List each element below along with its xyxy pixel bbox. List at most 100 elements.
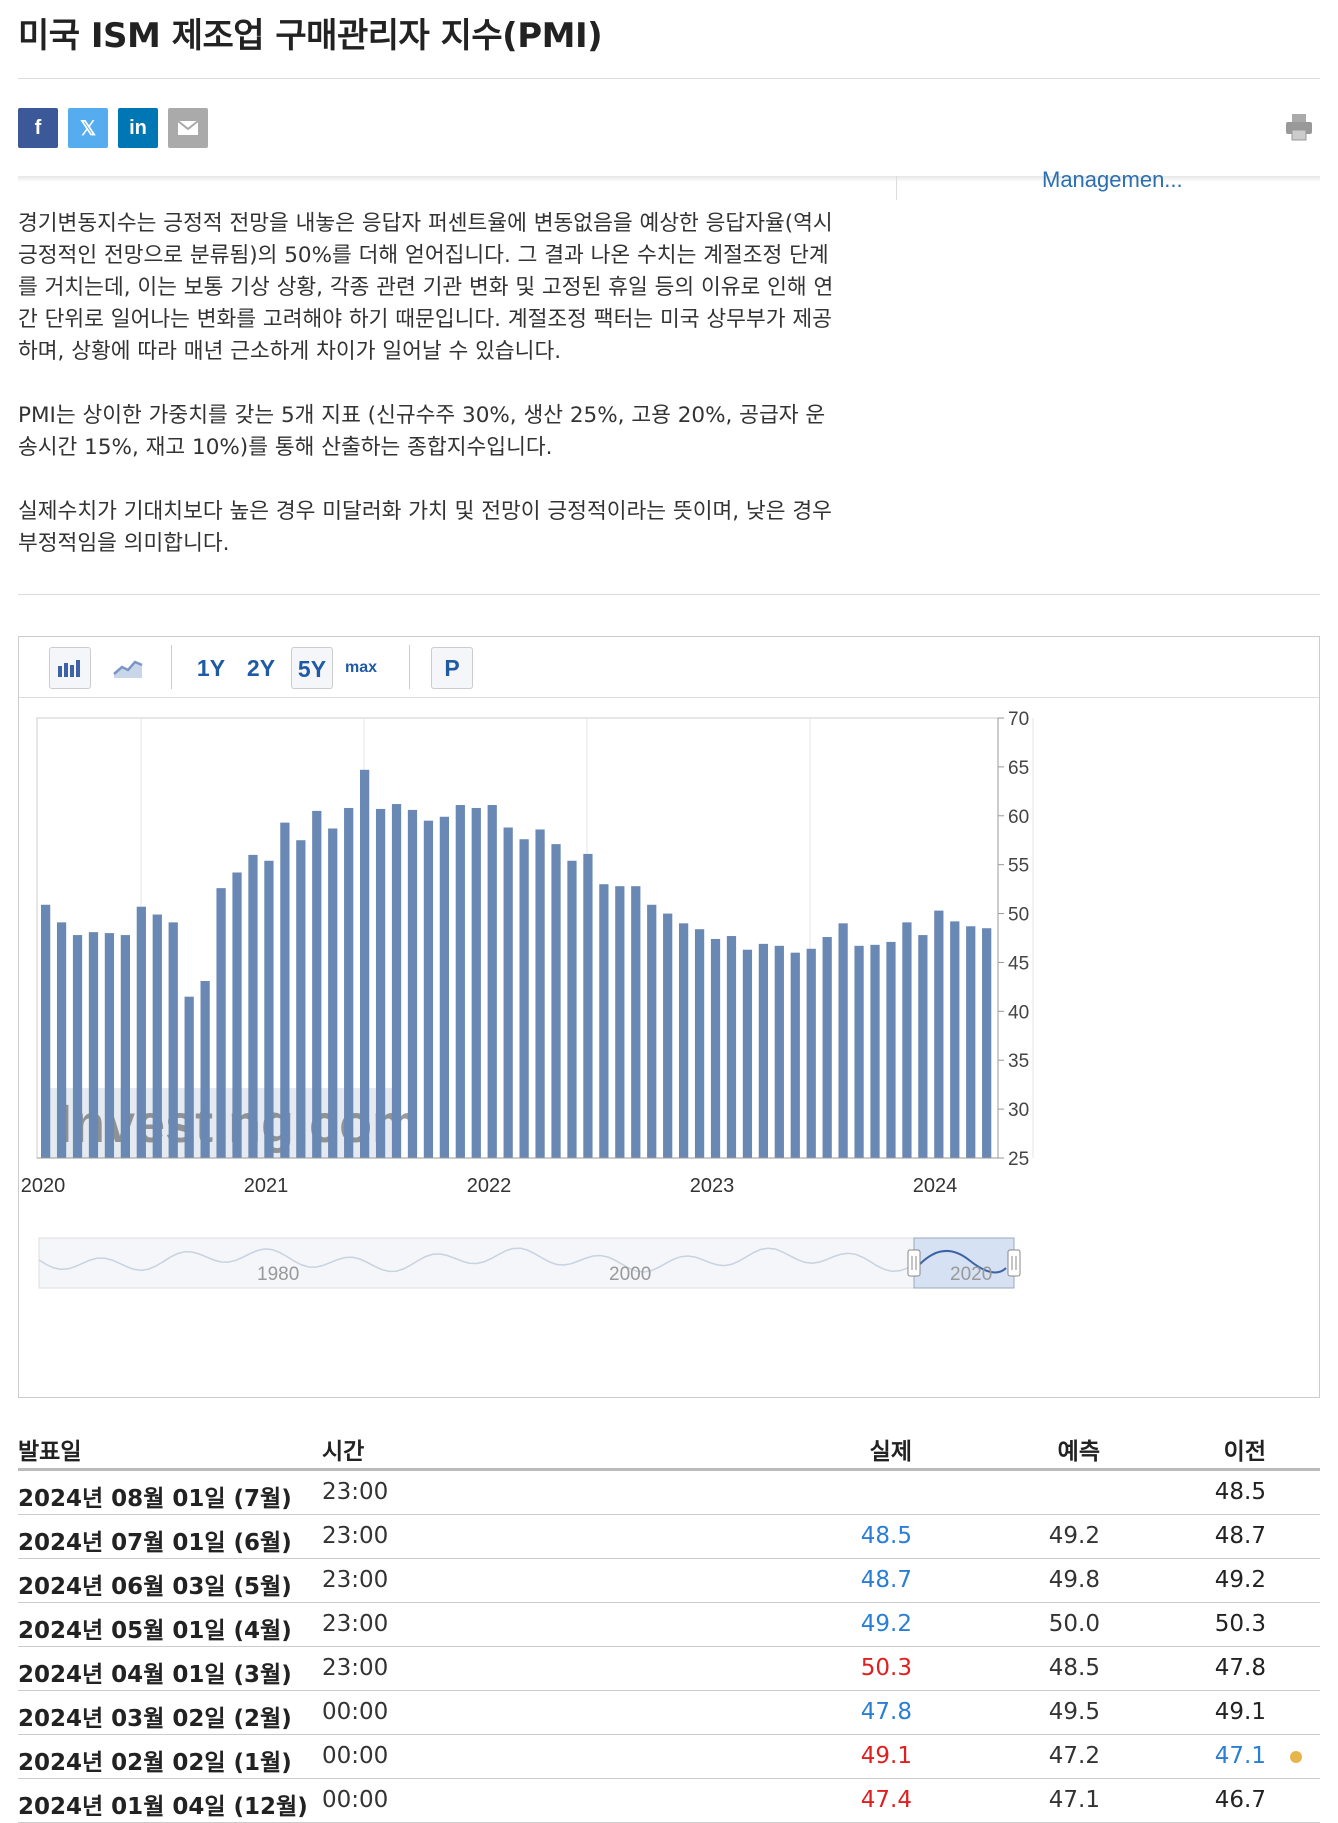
bar[interactable] <box>280 822 290 1158</box>
bar[interactable] <box>774 945 784 1158</box>
bar[interactable] <box>471 807 481 1158</box>
bar[interactable] <box>168 922 178 1158</box>
bar[interactable] <box>216 888 226 1158</box>
range-1y-button[interactable]: 1Y <box>196 655 226 681</box>
range-5y-button[interactable]: 5Y <box>291 647 333 689</box>
bar[interactable] <box>615 886 625 1158</box>
row-actual: 49.1 <box>860 1743 912 1769</box>
table-row: 2024년 03월 02일 (2월) 00:00 47.8 49.5 49.1 <box>18 1691 1320 1735</box>
bar[interactable] <box>870 944 880 1158</box>
bar[interactable] <box>120 935 130 1158</box>
bar[interactable] <box>152 914 162 1158</box>
bar[interactable] <box>248 854 258 1158</box>
bar[interactable] <box>535 829 545 1158</box>
bar[interactable] <box>344 807 354 1158</box>
chart-container: 1Y 2Y 5Y max P Investing.com 70656055504… <box>18 636 1320 1398</box>
bar[interactable] <box>136 906 146 1158</box>
bar[interactable] <box>551 844 561 1158</box>
p-button[interactable]: P <box>431 647 473 689</box>
navigator-track[interactable] <box>38 1237 1015 1289</box>
table-header: 발표일 시간 실제 예측 이전 <box>18 1420 1320 1471</box>
bar[interactable] <box>104 933 115 1158</box>
chart-navigator[interactable]: 1980 2000 2020 <box>38 1237 1021 1289</box>
bar[interactable] <box>950 921 960 1158</box>
bar[interactable] <box>184 996 194 1158</box>
bar[interactable] <box>56 922 67 1158</box>
row-forecast: 47.2 <box>1048 1743 1100 1769</box>
bar[interactable] <box>567 860 577 1158</box>
bar[interactable] <box>200 981 210 1158</box>
bar[interactable] <box>982 928 992 1158</box>
row-date: 2024년 03월 02일 (2월) <box>18 1706 292 1732</box>
bar[interactable] <box>423 820 434 1158</box>
bar[interactable] <box>790 952 800 1158</box>
bar[interactable] <box>902 922 912 1158</box>
navigator-handle[interactable] <box>1007 1249 1021 1277</box>
bar[interactable] <box>966 926 976 1158</box>
bar[interactable] <box>822 937 832 1158</box>
row-date: 2024년 06월 03일 (5월) <box>18 1574 292 1600</box>
header-forecast: 예측 <box>1057 1439 1100 1465</box>
bar[interactable] <box>391 804 402 1158</box>
bar[interactable] <box>232 872 242 1158</box>
row-time: 23:00 <box>322 1479 389 1505</box>
bar[interactable] <box>88 932 99 1158</box>
plot-area <box>36 717 999 1159</box>
bar[interactable] <box>439 816 449 1158</box>
bar[interactable] <box>934 910 944 1158</box>
y-tick-label: 70 <box>1008 709 1029 730</box>
bar[interactable] <box>503 827 513 1158</box>
bar[interactable] <box>679 923 689 1158</box>
bar[interactable] <box>854 945 864 1158</box>
range-2y-button[interactable]: 2Y <box>246 655 276 681</box>
title-divider <box>18 78 1320 79</box>
bar[interactable] <box>726 936 737 1158</box>
bar[interactable] <box>838 923 848 1158</box>
row-forecast: 48.5 <box>1048 1655 1100 1681</box>
navigator-selection[interactable] <box>913 1237 1015 1289</box>
y-tick-label: 35 <box>1008 1051 1029 1072</box>
bar[interactable] <box>806 948 816 1158</box>
bar[interactable] <box>407 809 418 1158</box>
sidebar-link[interactable]: Managemen... <box>1042 168 1183 192</box>
bar[interactable] <box>72 935 83 1158</box>
bar-chart-icon[interactable] <box>49 647 91 689</box>
bar[interactable] <box>599 884 609 1158</box>
toolbar-divider <box>171 645 172 689</box>
email-icon[interactable] <box>168 108 208 148</box>
range-max-button[interactable]: max <box>344 659 378 676</box>
bar[interactable] <box>758 943 768 1158</box>
bar[interactable] <box>519 839 529 1158</box>
bar[interactable] <box>647 904 657 1158</box>
row-previous: 46.7 <box>1214 1787 1266 1813</box>
bar[interactable] <box>360 769 370 1158</box>
bar[interactable] <box>41 904 51 1158</box>
bar[interactable] <box>631 886 641 1158</box>
bar[interactable] <box>742 949 753 1158</box>
bar[interactable] <box>375 808 386 1158</box>
table-row: 2024년 01월 04일 (12월) 00:00 47.4 47.1 46.7 <box>18 1779 1320 1823</box>
bar[interactable] <box>583 853 593 1158</box>
bar[interactable] <box>312 810 322 1158</box>
navigator-handle[interactable] <box>907 1249 921 1277</box>
bar[interactable] <box>694 929 705 1158</box>
bar[interactable] <box>918 935 928 1158</box>
share-bar: f 𝕏 in <box>18 108 208 148</box>
bar[interactable] <box>487 805 497 1158</box>
column-divider <box>896 176 897 200</box>
bar[interactable] <box>296 840 306 1158</box>
bar[interactable] <box>455 805 465 1158</box>
linkedin-icon[interactable]: in <box>118 108 158 148</box>
facebook-icon[interactable]: f <box>18 108 58 148</box>
twitter-icon[interactable]: 𝕏 <box>68 108 108 148</box>
bar[interactable] <box>328 828 338 1158</box>
bar[interactable] <box>264 860 274 1158</box>
x-tick-label: 2024 <box>913 1175 958 1197</box>
bar[interactable] <box>663 913 673 1158</box>
bar[interactable] <box>710 938 721 1158</box>
row-date: 2024년 08월 01일 (7월) <box>18 1486 292 1512</box>
header-previous: 이전 <box>1223 1439 1266 1465</box>
print-icon[interactable] <box>1284 112 1314 142</box>
line-chart-icon[interactable] <box>107 647 149 689</box>
bar[interactable] <box>886 941 896 1158</box>
